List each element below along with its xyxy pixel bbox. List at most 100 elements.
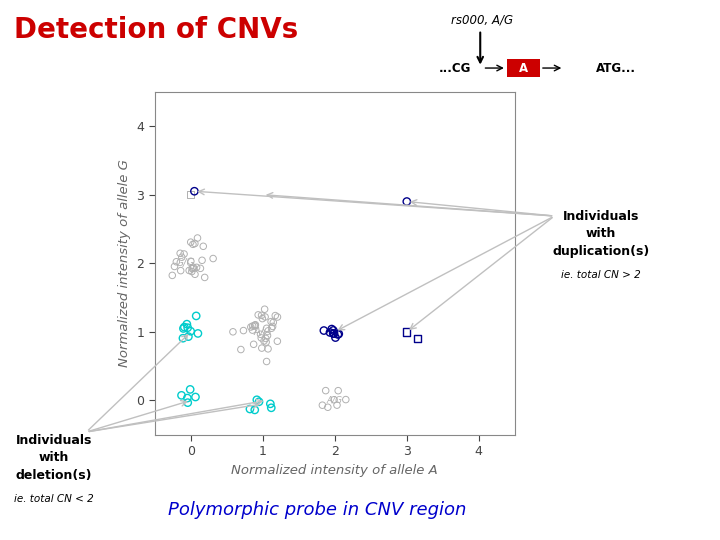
Point <box>189 270 201 279</box>
Text: duplication(s): duplication(s) <box>552 245 650 258</box>
Point <box>317 401 328 409</box>
Point <box>328 329 340 338</box>
Point <box>320 386 331 395</box>
Text: ...CG: ...CG <box>439 62 472 75</box>
Point <box>175 266 186 275</box>
Point <box>266 324 277 333</box>
Text: A: A <box>519 62 528 75</box>
Point <box>264 400 276 408</box>
Point <box>271 313 283 321</box>
Point <box>177 334 189 342</box>
Point <box>185 257 197 266</box>
Point <box>266 403 277 412</box>
Point <box>187 240 199 248</box>
Point <box>228 327 239 336</box>
Point <box>333 386 344 395</box>
Point <box>238 326 249 335</box>
Point <box>318 326 330 335</box>
Point <box>328 395 340 404</box>
Point <box>179 249 190 258</box>
Point <box>235 345 247 354</box>
Point <box>178 324 189 333</box>
Point <box>251 395 263 404</box>
Point <box>187 264 199 273</box>
Point <box>258 336 270 345</box>
Point <box>326 325 338 333</box>
Point <box>189 239 201 248</box>
Point <box>248 322 260 330</box>
Point <box>184 266 195 275</box>
Point <box>401 327 413 336</box>
Point <box>191 263 202 272</box>
Point <box>183 332 194 341</box>
Point <box>174 249 186 258</box>
Text: rs000, A/G: rs000, A/G <box>451 14 513 26</box>
Point <box>269 311 281 320</box>
Point <box>249 321 261 329</box>
Text: Detection of CNVs: Detection of CNVs <box>14 16 299 44</box>
Point <box>181 394 193 402</box>
Point <box>261 324 272 333</box>
Point <box>333 329 345 338</box>
Point <box>166 271 178 280</box>
Point <box>192 234 203 242</box>
Point <box>260 334 271 343</box>
Text: ATG...: ATG... <box>595 62 636 75</box>
Point <box>271 337 283 346</box>
Point <box>185 190 197 199</box>
Point <box>262 331 274 340</box>
Point <box>179 323 190 332</box>
Point <box>261 338 272 346</box>
Point <box>340 395 351 404</box>
Point <box>197 256 208 265</box>
Point <box>176 391 187 400</box>
Point <box>190 312 202 320</box>
Point <box>267 322 279 330</box>
Point <box>171 258 182 266</box>
Point <box>199 273 210 282</box>
Point <box>401 197 413 206</box>
Point <box>182 399 194 407</box>
Point <box>253 397 265 406</box>
Point <box>187 263 199 272</box>
Point <box>207 254 219 263</box>
Point <box>197 242 209 251</box>
Point <box>182 323 194 332</box>
Point <box>184 385 196 394</box>
Point <box>253 310 264 319</box>
Text: deletion(s): deletion(s) <box>16 469 92 482</box>
Point <box>262 345 274 353</box>
Point <box>412 334 423 343</box>
Point <box>259 305 271 314</box>
Point <box>256 314 268 323</box>
Point <box>249 406 261 414</box>
Point <box>194 264 206 273</box>
Text: with: with <box>39 451 69 464</box>
Point <box>330 333 341 342</box>
Point <box>168 262 180 271</box>
Point <box>328 329 339 338</box>
Point <box>247 322 258 330</box>
Point <box>256 344 268 353</box>
Point <box>181 320 193 328</box>
Point <box>332 330 343 339</box>
Point <box>247 326 258 334</box>
Point <box>261 357 272 366</box>
Y-axis label: Normalized intensity of allele G: Normalized intensity of allele G <box>118 159 131 367</box>
Text: with: with <box>586 227 616 240</box>
Text: Individuals: Individuals <box>16 434 92 447</box>
Point <box>265 318 276 326</box>
Point <box>190 393 202 401</box>
Text: Individuals: Individuals <box>563 210 639 222</box>
Point <box>185 238 197 246</box>
Point <box>268 318 279 327</box>
Text: ie. total CN > 2: ie. total CN > 2 <box>562 270 641 280</box>
Point <box>176 253 187 261</box>
Text: A/G: A/G <box>253 327 272 337</box>
Point <box>256 334 267 342</box>
Text: G/G: G/G <box>175 258 195 268</box>
Point <box>322 403 333 411</box>
Point <box>248 340 259 349</box>
Point <box>186 267 197 276</box>
Point <box>189 187 200 195</box>
